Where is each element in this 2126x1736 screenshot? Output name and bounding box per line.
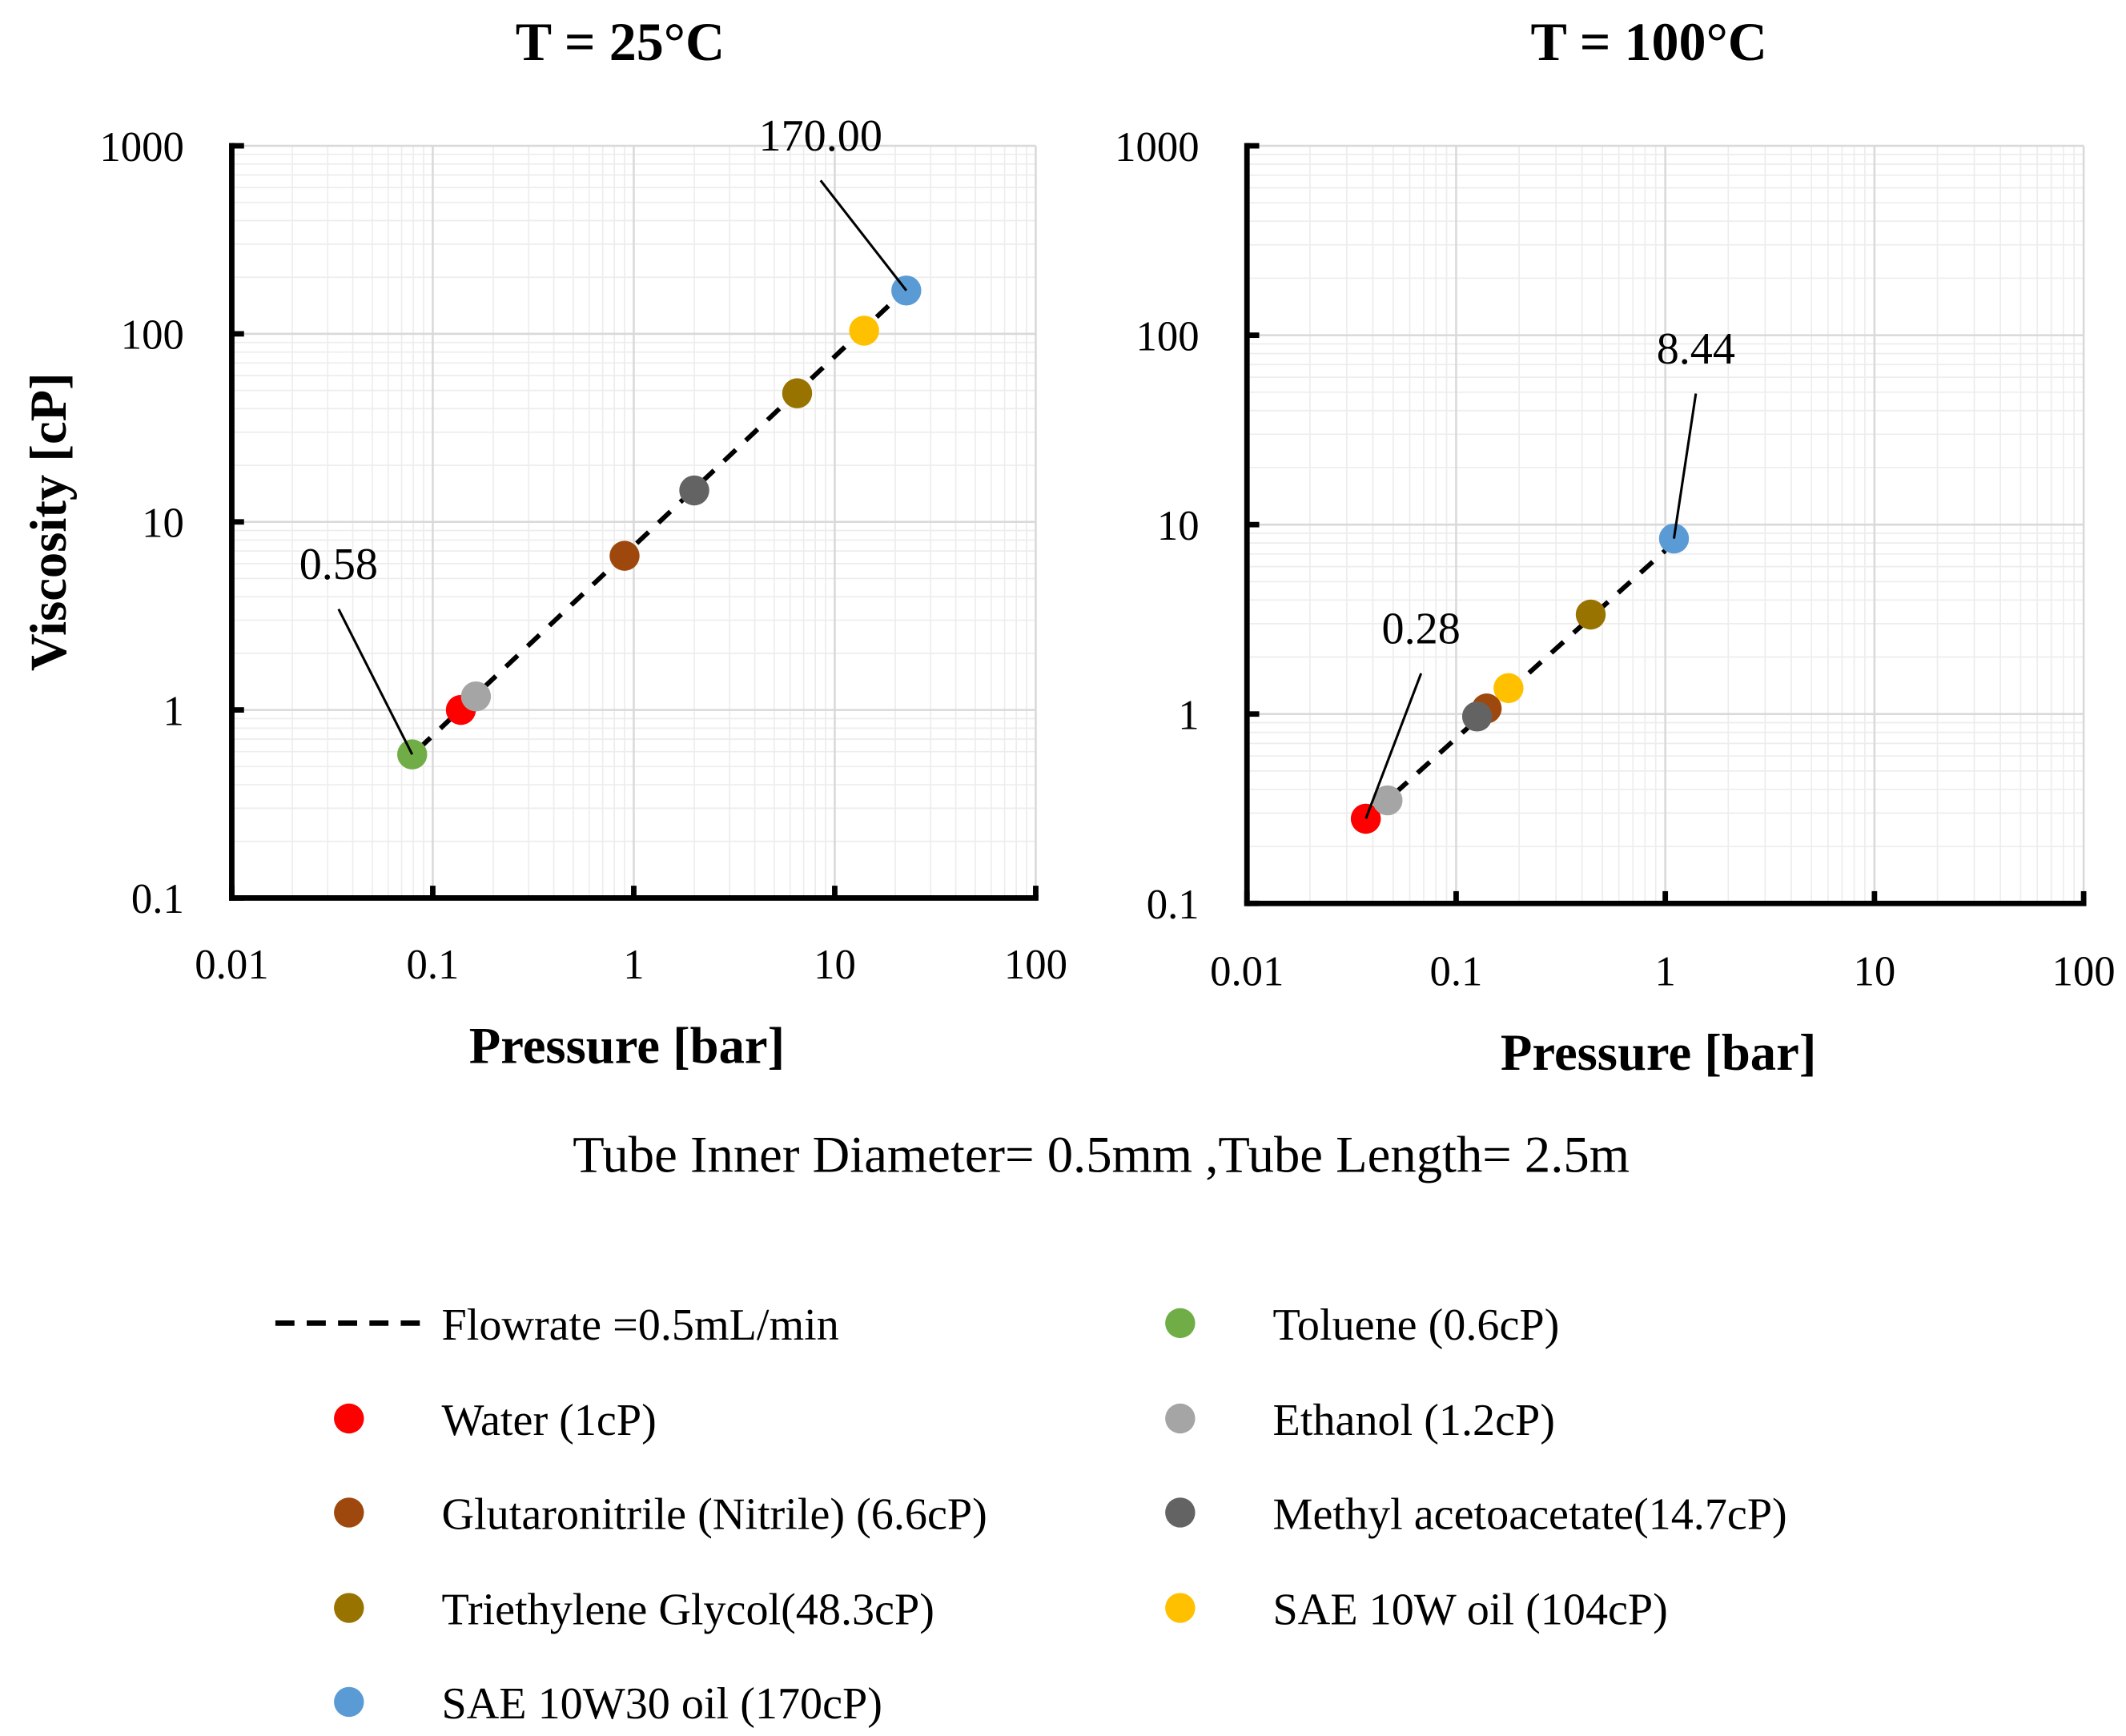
data-point-sae	[849, 315, 879, 346]
x-tick-label: 10	[1854, 948, 1896, 995]
x-tick-label: 0.1	[406, 942, 459, 988]
data-point-ethanol	[1372, 785, 1403, 816]
legend-line-label: Flowrate =0.5mL/min	[442, 1300, 839, 1350]
annotation-leader-line	[1364, 673, 1423, 820]
legend-label: SAE 10W oil (104cP)	[1273, 1585, 1668, 1634]
data-point-methyl	[679, 475, 709, 506]
legend-marker	[1165, 1308, 1196, 1339]
legend-label: Ethanol (1.2cP)	[1273, 1396, 1555, 1445]
y-tick-label: 1000	[1115, 124, 1200, 171]
chart-title: T = 25°C	[516, 11, 725, 72]
y-tick-label: 100	[1136, 313, 1200, 360]
annotation-leader-line	[1672, 393, 1698, 539]
data-point-triethylene	[782, 378, 813, 408]
x-tick-label: 0.1	[1429, 948, 1482, 995]
data-point-sae	[1658, 523, 1690, 554]
y-tick-label: 10	[1157, 503, 1200, 549]
legend-marker	[334, 1403, 364, 1434]
y-tick-label: 1	[163, 688, 184, 734]
y-tick-label: 0.1	[131, 876, 184, 922]
y-axis-label: Viscosity [cP]	[19, 372, 77, 671]
legend-label: SAE 10W30 oil (170cP)	[442, 1679, 882, 1729]
x-tick-label: 100	[1004, 942, 1067, 988]
legend-marker	[334, 1497, 364, 1528]
x-tick-label: 1	[1654, 948, 1675, 995]
data-label: 0.58	[299, 540, 378, 589]
legend-label: Water (1cP)	[442, 1396, 657, 1445]
data-point-ethanol	[460, 681, 492, 712]
chart-title: T = 100°C	[1531, 11, 1767, 72]
x-tick-label: 10	[814, 942, 856, 988]
x-tick-label: 100	[2052, 948, 2116, 995]
y-tick-label: 10	[142, 500, 184, 546]
legend-marker	[1165, 1497, 1196, 1528]
y-tick-label: 100	[121, 312, 184, 359]
annotation-leader-line	[819, 179, 908, 291]
data-label: 8.44	[1657, 324, 1735, 374]
legend-label: Triethylene Glycol(48.3cP)	[442, 1585, 934, 1634]
caption: Tube Inner Diameter= 0.5mm ,Tube Length=…	[573, 1125, 1630, 1183]
legend-label: Glutaronitrile (Nitrile) (6.6cP)	[442, 1489, 987, 1539]
legend-marker	[1165, 1403, 1196, 1434]
data-label: 170.00	[759, 111, 882, 161]
data-point-glutaronitrile	[609, 540, 640, 571]
gridlines	[231, 144, 1037, 899]
x-axis-label: Pressure [bar]	[1501, 1023, 1816, 1081]
data-label: 0.28	[1382, 604, 1461, 653]
trendline-flowrate	[1371, 549, 1667, 815]
gridlines	[1245, 144, 2085, 905]
x-tick-label: 1	[623, 942, 644, 988]
trendline-flowrate	[416, 293, 902, 751]
legend-marker	[334, 1686, 364, 1718]
y-tick-label: 1	[1178, 692, 1199, 738]
x-axis-label: Pressure [bar]	[469, 1016, 785, 1074]
legend: Flowrate =0.5mL/min Water (1cP) Glutaroni…	[275, 1300, 1787, 1729]
annotation-leader-line	[337, 608, 414, 755]
data-point-sae	[1493, 673, 1524, 704]
legend-marker	[334, 1593, 364, 1623]
legend-label: Methyl acetoacetate(14.7cP)	[1273, 1489, 1787, 1539]
y-tick-label: 1000	[99, 124, 184, 171]
x-tick-label: 0.01	[195, 942, 268, 988]
data-point-triethylene	[1575, 599, 1606, 630]
x-tick-label: 0.01	[1210, 948, 1284, 995]
legend-marker	[1165, 1593, 1196, 1623]
y-tick-label: 0.1	[1147, 882, 1200, 928]
legend-label: Toluene (0.6cP)	[1273, 1300, 1560, 1350]
data-point-methyl	[1461, 701, 1493, 732]
